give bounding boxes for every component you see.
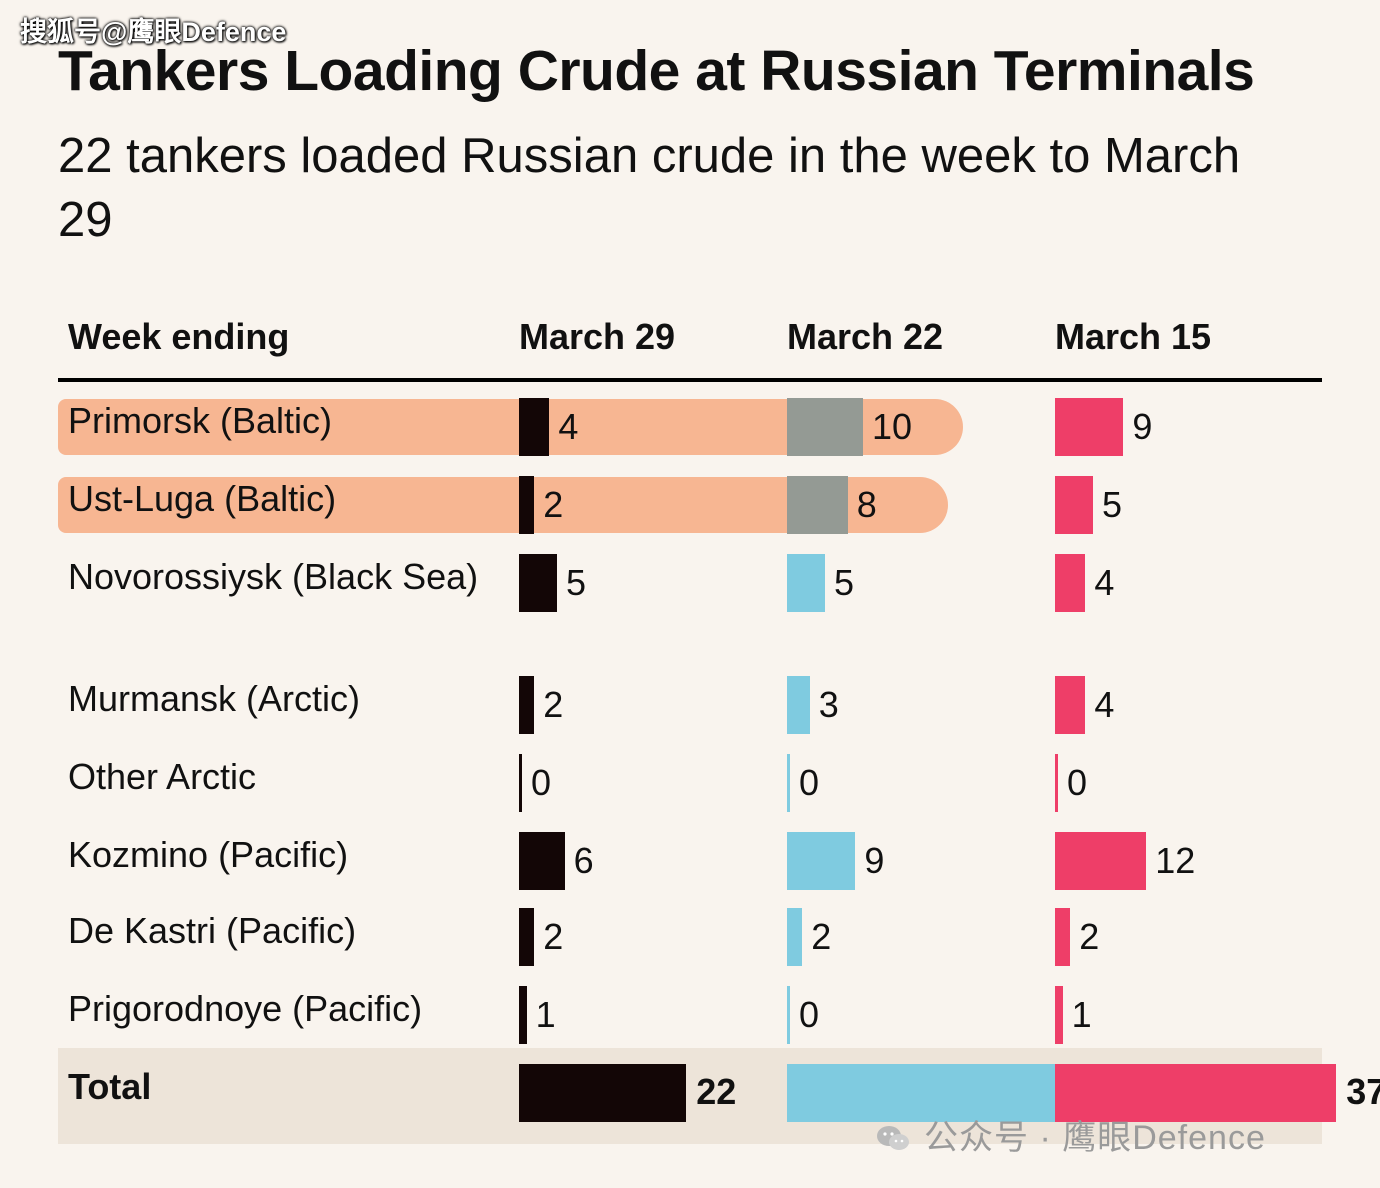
bar-march-22-kozmino-pacific [787,832,856,890]
row-label-prigorodnoye-pacific: Prigorodnoye (Pacific) [68,988,423,1029]
value-label-total-march-15: 37 [1346,1071,1380,1112]
row-label-primorsk-baltic: Primorsk (Baltic) [68,400,333,441]
value-label-march-22-primorsk-baltic: 10 [872,406,913,447]
value-label-march-22-novorossiysk-black-sea: 5 [834,562,855,603]
chart-title: Tankers Loading Crude at Russian Termina… [58,39,1255,103]
row-label-other-arctic: Other Arctic [68,756,257,797]
value-label-march-22-ust-luga-baltic: 8 [856,484,877,525]
header-series-march-15: March 15 [1055,316,1212,357]
bar-march-22-prigorodnoye-pacific [787,986,790,1044]
watermark-bottom-text: 公众号 · 鹰眼Defence [924,1119,1266,1157]
row-label-novorossiysk-black-sea: Novorossiysk (Black Sea) [68,556,479,597]
value-label-march-15-novorossiysk-black-sea: 4 [1094,562,1115,603]
value-label-march-29-primorsk-baltic: 4 [558,406,579,447]
row-label-kozmino-pacific: Kozmino (Pacific) [68,834,349,875]
bar-march-15-murmansk-arctic [1055,676,1086,734]
value-label-march-29-kozmino-pacific: 6 [573,840,594,881]
row-label-murmansk-arctic: Murmansk (Arctic) [68,678,361,719]
value-label-march-29-prigorodnoye-pacific: 1 [535,994,556,1035]
bar-march-29-other-arctic [519,754,522,812]
watermark-bottom: 公众号 · 鹰眼Defence [876,1110,1266,1159]
bar-march-22-primorsk-baltic [787,398,863,456]
chart-subtitle: 22 tankers loaded Russian crude in the w… [58,129,1241,247]
bar-march-22-murmansk-arctic [787,676,810,734]
bar-march-29-kozmino-pacific [519,832,565,890]
bar-total-march-15 [1055,1064,1337,1122]
row-label-de-kastri-pacific: De Kastri (Pacific) [68,910,357,951]
bar-march-29-prigorodnoye-pacific [519,986,527,1044]
value-label-march-15-primorsk-baltic: 9 [1132,406,1153,447]
value-label-march-15-de-kastri-pacific: 2 [1079,916,1100,957]
value-label-march-15-kozmino-pacific: 12 [1155,840,1196,881]
bar-march-29-de-kastri-pacific [519,908,535,966]
bar-total-march-29 [519,1064,687,1122]
value-label-march-29-murmansk-arctic: 2 [543,684,564,725]
value-label-march-22-kozmino-pacific: 9 [864,840,885,881]
row-label-ust-luga-baltic: Ust-Luga (Baltic) [68,478,337,519]
value-label-march-22-de-kastri-pacific: 2 [811,916,832,957]
row-label-total: Total [68,1066,152,1107]
header-rule [58,378,1322,382]
bar-march-22-other-arctic [787,754,790,812]
value-label-march-15-prigorodnoye-pacific: 1 [1071,994,1092,1035]
value-label-total-march-29: 22 [696,1071,737,1112]
bar-march-15-novorossiysk-black-sea [1055,554,1086,612]
bar-march-29-novorossiysk-black-sea [519,554,557,612]
bar-march-15-primorsk-baltic [1055,398,1124,456]
value-label-march-29-ust-luga-baltic: 2 [543,484,564,525]
value-label-march-15-ust-luga-baltic: 5 [1102,484,1123,525]
bar-march-29-ust-luga-baltic [519,476,535,534]
wechat-icon [877,1126,909,1150]
value-label-march-29-novorossiysk-black-sea: 5 [566,562,587,603]
value-label-march-15-other-arctic: 0 [1067,762,1088,803]
value-label-march-29-other-arctic: 0 [531,762,552,803]
value-label-march-22-murmansk-arctic: 3 [818,684,839,725]
bar-march-22-novorossiysk-black-sea [787,554,825,612]
value-label-march-29-de-kastri-pacific: 2 [543,916,564,957]
header-series-march-22: March 22 [787,316,944,357]
value-label-march-15-murmansk-arctic: 4 [1094,684,1115,725]
bar-march-22-ust-luga-baltic [787,476,848,534]
bar-march-15-other-arctic [1055,754,1058,812]
bar-march-29-murmansk-arctic [519,676,535,734]
bar-march-15-ust-luga-baltic [1055,476,1093,534]
bar-march-15-prigorodnoye-pacific [1055,986,1063,1044]
header-week-ending: Week ending [68,316,290,357]
watermark-top: 搜狐号@鹰眼Defence [20,17,287,47]
header-series-march-29: March 29 [519,316,676,357]
value-label-march-22-other-arctic: 0 [799,762,820,803]
bar-total-march-22 [787,1064,1069,1122]
bar-march-15-de-kastri-pacific [1055,908,1071,966]
value-label-march-22-prigorodnoye-pacific: 0 [799,994,820,1035]
bar-march-22-de-kastri-pacific [787,908,803,966]
bar-march-15-kozmino-pacific [1055,832,1147,890]
bar-march-29-primorsk-baltic [519,398,550,456]
